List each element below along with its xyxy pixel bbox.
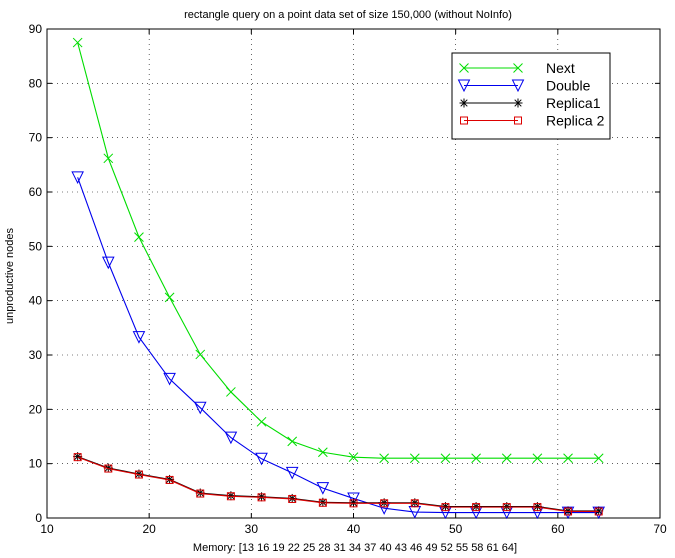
data-point-next <box>72 37 83 48</box>
data-point-replica-2 <box>380 499 389 508</box>
data-point-double <box>285 466 299 480</box>
y-tick-label: 30 <box>29 348 43 362</box>
data-point-double <box>132 331 146 344</box>
x-tick-label: 20 <box>142 522 156 536</box>
data-point-next <box>287 436 298 447</box>
data-point-replica-2 <box>441 503 450 512</box>
data-point-double <box>347 492 360 506</box>
y-tick-label: 0 <box>35 511 42 525</box>
data-point-next <box>256 416 267 427</box>
data-point-replica-2 <box>288 494 297 503</box>
data-point-next <box>440 453 451 464</box>
data-point-double <box>316 482 330 495</box>
legend-marker-next <box>459 63 469 73</box>
data-point-next <box>409 453 420 464</box>
legend-marker-replica1 <box>459 98 469 108</box>
data-point-next <box>103 153 114 164</box>
y-tick-label: 80 <box>29 76 43 90</box>
y-tick-label: 70 <box>29 131 43 145</box>
data-point-replica-2 <box>165 475 174 484</box>
data-point-next <box>195 349 206 360</box>
data-point-next <box>317 447 328 458</box>
data-point-next <box>348 452 359 463</box>
data-point-replica-2 <box>134 470 143 479</box>
data-point-replica-2 <box>196 489 205 498</box>
data-point-next <box>532 453 543 464</box>
legend-marker-replica-2 <box>460 116 468 125</box>
data-point-double <box>193 401 207 415</box>
y-tick-label: 90 <box>29 22 43 36</box>
legend-label-replica-2: Replica 2 <box>546 113 605 129</box>
data-point-next <box>563 453 573 464</box>
data-point-replica-2 <box>533 503 542 512</box>
series-line-replica-2 <box>77 456 599 513</box>
data-point-replica-2 <box>318 498 327 507</box>
data-point-replica-2 <box>564 507 573 516</box>
legend-marker-replica1 <box>513 98 523 108</box>
data-point-double <box>101 256 115 270</box>
legend-marker-double <box>457 79 471 93</box>
data-point-next <box>593 453 604 464</box>
legend-label-next: Next <box>546 60 575 76</box>
data-point-next <box>471 453 481 464</box>
x-tick-label: 30 <box>245 522 259 536</box>
legend-marker-double <box>511 79 525 93</box>
data-point-next <box>501 453 512 464</box>
data-point-double <box>163 372 176 386</box>
y-tick-label: 10 <box>29 457 43 471</box>
data-point-replica-2 <box>257 493 266 502</box>
data-point-double <box>224 431 238 445</box>
data-point-next <box>379 453 390 464</box>
data-point-replica-2 <box>73 453 82 462</box>
data-point-next <box>226 387 236 397</box>
data-point-replica-2 <box>502 503 511 512</box>
x-tick-label: 40 <box>347 522 361 536</box>
x-tick-label: 50 <box>449 522 463 536</box>
legend-marker-next <box>513 63 523 73</box>
data-point-replica-2 <box>226 492 235 501</box>
legend-label-double: Double <box>546 78 591 94</box>
y-axis-label: unproductive nodes <box>4 227 16 324</box>
x-tick-label: 70 <box>653 522 667 536</box>
legend-marker-replica-2 <box>514 116 522 125</box>
y-tick-label: 40 <box>29 294 43 308</box>
data-point-replica-2 <box>410 499 419 508</box>
data-point-replica-2 <box>594 507 603 516</box>
y-tick-label: 50 <box>29 239 43 253</box>
series-line-double <box>77 177 599 514</box>
data-point-replica-2 <box>472 503 481 512</box>
y-tick-label: 20 <box>29 402 43 416</box>
x-axis-label: Memory: [13 16 19 22 25 28 31 34 37 40 4… <box>193 542 517 554</box>
x-tick-label: 10 <box>40 522 54 536</box>
x-tick-label: 60 <box>551 522 565 536</box>
data-point-next <box>134 232 144 242</box>
legend-box <box>451 52 611 140</box>
data-point-next <box>164 292 175 303</box>
data-point-replica-2 <box>349 499 358 508</box>
legend-label-replica1: Replica1 <box>546 95 601 111</box>
data-point-double <box>255 452 268 466</box>
y-tick-label: 60 <box>29 185 43 199</box>
data-point-replica-2 <box>104 464 113 473</box>
chart-title: rectangle query on a point data set of s… <box>184 9 512 21</box>
series-line-next <box>77 42 599 459</box>
data-point-double <box>71 171 84 184</box>
